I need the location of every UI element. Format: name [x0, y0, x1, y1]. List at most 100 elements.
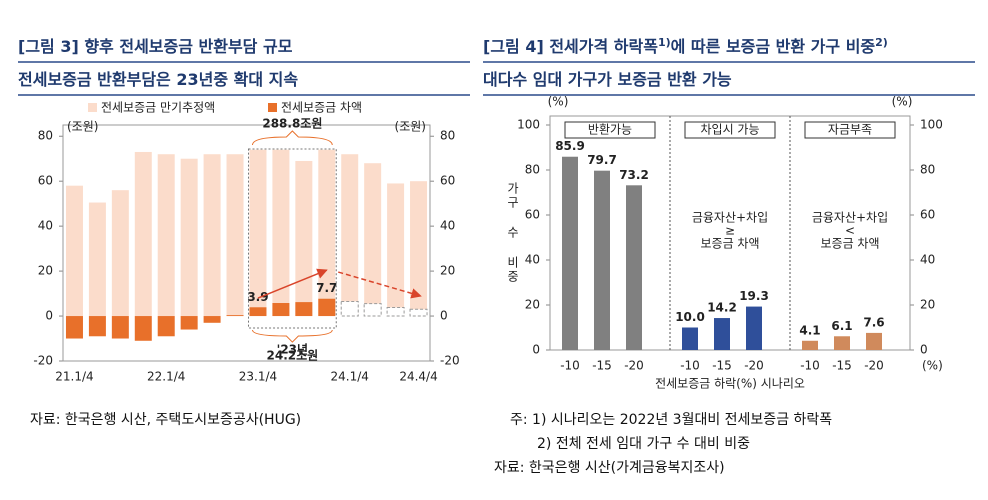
bar — [203, 316, 221, 323]
panel-annotation: 보증금 차액 — [820, 237, 879, 251]
bar — [272, 149, 290, 317]
y2-tick-label: 40 — [920, 253, 935, 267]
brace — [252, 329, 333, 343]
y2-unit: (조원) — [395, 120, 426, 134]
x-tick-label: 22.1/4 — [147, 370, 185, 384]
y-tick-label: 20 — [38, 264, 53, 278]
x-tick-label: -15 — [832, 359, 852, 373]
chart-title: [그림 4] 전세가격 하락폭1)에 따른 보증금 반환 가구 비중2) — [483, 36, 888, 57]
y-tick-label: -20 — [33, 354, 53, 368]
data-label: 79.7 — [587, 153, 617, 167]
bar — [318, 298, 336, 317]
y-axis-title: 가구 수 비중 — [506, 182, 520, 284]
source-note: 주: 1) 시나리오는 2022년 3월대비 전세보증금 하락폭 — [510, 412, 832, 428]
bar — [65, 316, 83, 339]
y-tick-label: 0 — [45, 309, 53, 323]
data-label: 85.9 — [555, 139, 585, 153]
bar — [562, 156, 578, 350]
bar — [272, 303, 290, 317]
y2-tick-label: 20 — [440, 264, 455, 278]
x-tick-label: 23.1/4 — [239, 370, 277, 384]
panel-annotation: 금융자산+차입 — [692, 211, 768, 225]
bar — [409, 308, 428, 317]
bar — [249, 307, 267, 317]
x-tick-label: -15 — [712, 359, 732, 373]
chart-title: [그림 3] 향후 전세보증금 반환부담 규모 — [18, 37, 293, 56]
x-tick-label: -10 — [800, 359, 820, 373]
panel-label: 자금부족 — [828, 123, 872, 137]
x-tick-label: -10 — [680, 359, 700, 373]
x-tick-label: 21.1/4 — [55, 370, 93, 384]
x-tick-label: -20 — [864, 359, 884, 373]
bar — [249, 149, 267, 317]
bar — [157, 154, 175, 317]
bar — [226, 315, 244, 317]
x-tick-label: 24.1/4 — [331, 370, 369, 384]
x-tick-label: 24.4/4 — [399, 370, 437, 384]
bar — [226, 154, 244, 317]
bar — [180, 316, 198, 330]
bar — [364, 163, 382, 317]
panel-label-box — [564, 121, 656, 139]
bar — [180, 158, 198, 317]
source-note: 자료: 한국은행 시산(가계금융복지조사) — [494, 460, 725, 476]
chart-subtitle: 대다수 임대 가구가 보증금 반환 가능 — [483, 70, 732, 89]
y2-tick-label: 60 — [920, 208, 935, 222]
y-tick-label: 40 — [38, 219, 53, 233]
legend-label: 전세보증금 차액 — [281, 101, 362, 115]
bar — [866, 332, 882, 350]
brace — [252, 130, 333, 146]
annotation: 24.2조원 — [267, 349, 319, 363]
bar — [111, 190, 129, 317]
x-tick-label: -20 — [744, 359, 764, 373]
bar — [157, 316, 175, 337]
panel-annotation: < — [845, 224, 855, 238]
panel-label-box — [684, 121, 776, 139]
y-tick-label: 80 — [38, 129, 53, 143]
y2-tick-label: 80 — [920, 163, 935, 177]
panel-label: 차입시 가능 — [700, 123, 759, 137]
data-label: 4.1 — [799, 323, 820, 337]
data-label: 7.7 — [316, 281, 337, 295]
bar — [386, 307, 405, 317]
bar — [134, 151, 152, 317]
bar — [88, 202, 106, 317]
data-label: 14.2 — [707, 301, 737, 315]
data-label: 3.9 — [247, 290, 268, 304]
y-tick-label: 0 — [532, 343, 540, 357]
legend-swatch — [268, 103, 277, 112]
bar — [626, 185, 642, 350]
x-tick-label: -20 — [624, 359, 644, 373]
bar — [88, 316, 106, 337]
data-label: 6.1 — [831, 319, 852, 333]
bar — [111, 316, 129, 339]
bar — [341, 154, 359, 317]
y2-tick-label: 40 — [440, 219, 455, 233]
bar — [340, 300, 359, 317]
y-tick-label: 40 — [525, 253, 540, 267]
y-tick-label: 60 — [38, 174, 53, 188]
y2-tick-label: 60 — [440, 174, 455, 188]
bar — [363, 303, 382, 317]
y-tick-label: 100 — [517, 118, 540, 132]
bar — [834, 336, 850, 350]
x-tick-label: -10 — [560, 359, 580, 373]
title-part: 에 따른 보증금 반환 가구 비중 — [671, 37, 876, 56]
y2-tick-label: 20 — [920, 298, 935, 312]
y-tick-label: 80 — [525, 163, 540, 177]
y2-tick-label: 100 — [920, 118, 943, 132]
panel-label-box — [804, 121, 896, 139]
plot-frame — [62, 124, 431, 362]
panel-annotation: 보증금 차액 — [700, 237, 759, 251]
title-part: 2) — [875, 36, 888, 49]
trend-arrow — [338, 271, 422, 299]
bar — [203, 154, 221, 317]
bar — [410, 181, 428, 317]
y2-tick-label: 80 — [440, 129, 455, 143]
panel-label: 반환가능 — [588, 123, 632, 137]
y2-tick-label: 0 — [440, 309, 448, 323]
bar — [295, 302, 313, 317]
y2-unit: (%) — [892, 95, 913, 109]
source-note: 자료: 한국은행 시산, 주택도시보증공사(HUG) — [30, 412, 301, 428]
